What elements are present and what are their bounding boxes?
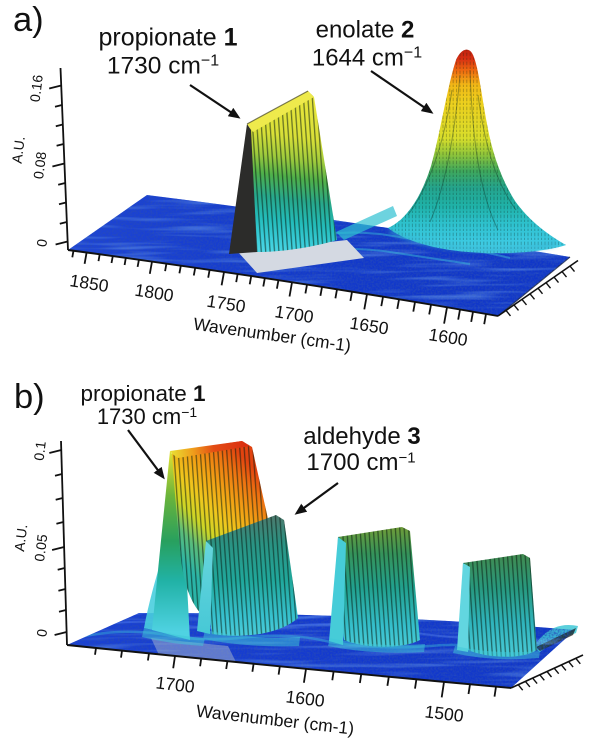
svg-text:0.16: 0.16 [27, 74, 46, 103]
svg-text:1700 cm−1: 1700 cm−1 [306, 449, 415, 476]
svg-text:0: 0 [33, 628, 50, 638]
svg-text:propionate 1: propionate 1 [98, 24, 237, 52]
svg-text:1750: 1750 [205, 291, 247, 317]
svg-text:A.U.: A.U. [11, 523, 30, 552]
svg-text:enolate 2: enolate 2 [316, 17, 415, 44]
svg-text:propionate 1: propionate 1 [80, 381, 205, 406]
svg-text:1700: 1700 [273, 301, 315, 327]
svg-text:Wavenumber (cm-1): Wavenumber (cm-1) [195, 701, 355, 739]
svg-text:0.08: 0.08 [30, 151, 49, 180]
svg-text:a): a) [13, 1, 44, 39]
svg-text:1730 cm−1: 1730 cm−1 [97, 404, 198, 429]
svg-text:Wavenumber (cm-1): Wavenumber (cm-1) [192, 314, 352, 356]
svg-text:1600: 1600 [285, 686, 326, 711]
svg-text:1600: 1600 [427, 324, 469, 350]
svg-text:1700: 1700 [155, 672, 196, 697]
svg-text:b): b) [14, 378, 45, 416]
svg-text:1644 cm−1: 1644 cm−1 [312, 45, 422, 72]
svg-text:1800: 1800 [133, 280, 175, 306]
svg-text:aldehyde 3: aldehyde 3 [303, 423, 420, 450]
svg-text:1500: 1500 [424, 701, 465, 726]
svg-text:0: 0 [33, 238, 50, 248]
svg-text:1730 cm−1: 1730 cm−1 [107, 53, 219, 80]
svg-text:1650: 1650 [348, 313, 390, 339]
svg-text:1850: 1850 [68, 270, 110, 296]
svg-text:0.05: 0.05 [31, 533, 50, 562]
svg-text:A.U.: A.U. [9, 135, 28, 164]
svg-text:0.1: 0.1 [31, 440, 49, 461]
